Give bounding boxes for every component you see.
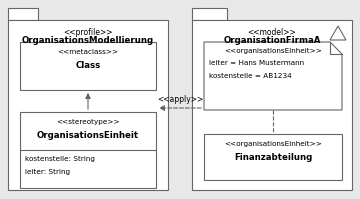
Text: kostenstelle = AB1234: kostenstelle = AB1234	[209, 73, 292, 79]
Text: leiter = Hans Mustermann: leiter = Hans Mustermann	[209, 60, 304, 66]
Text: <<stereotype>>: <<stereotype>>	[56, 119, 120, 125]
Text: kostenstelle: String: kostenstelle: String	[25, 156, 95, 162]
Text: <<profile>>: <<profile>>	[63, 28, 113, 37]
Bar	[20, 112, 156, 188]
Bar	[8, 20, 168, 190]
Text: Finanzabteilung: Finanzabteilung	[234, 153, 312, 162]
Polygon shape	[204, 42, 342, 110]
Text: leiter: String: leiter: String	[25, 169, 70, 175]
Text: <<apply>>: <<apply>>	[157, 95, 203, 104]
Text: OrganisationsModellierung: OrganisationsModellierung	[22, 36, 154, 45]
Text: <<metaclass>>: <<metaclass>>	[58, 49, 118, 55]
Bar	[192, 8, 227, 20]
Text: OrganisationFirmaA: OrganisationFirmaA	[223, 36, 321, 45]
Text: <<model>>: <<model>>	[248, 28, 296, 37]
Text: <<organisationsEinheit>>: <<organisationsEinheit>>	[224, 48, 322, 54]
Bar	[8, 8, 38, 20]
Polygon shape	[330, 26, 346, 40]
Bar	[204, 134, 342, 180]
Text: <<organisationsEinheit>>: <<organisationsEinheit>>	[224, 141, 322, 147]
Text: Class: Class	[75, 61, 101, 70]
Bar	[192, 20, 352, 190]
Text: OrganisationsEinheit: OrganisationsEinheit	[37, 131, 139, 140]
Bar	[20, 42, 156, 90]
